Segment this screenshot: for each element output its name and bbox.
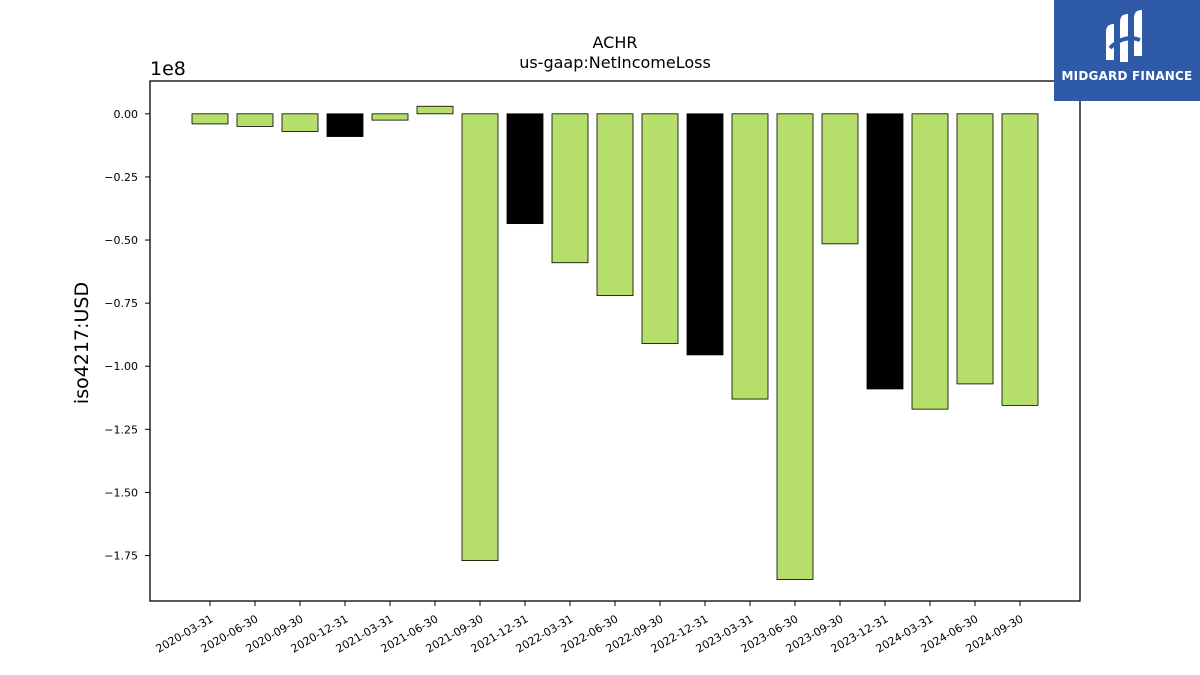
bar-2024-03-31 (911, 113, 949, 410)
bar-2020-03-31 (191, 113, 229, 125)
logo-mark-icon (1106, 10, 1142, 62)
y-axis-label: iso4217:USD (71, 282, 93, 404)
bar-2022-09-30 (641, 113, 679, 344)
x-axis-ticks: 2020-03-312020-06-302020-09-302020-12-31… (154, 601, 1026, 656)
y-tick-label: 0.00 (114, 108, 139, 121)
y-tick-label: −0.75 (104, 297, 138, 310)
bar-2023-09-30 (821, 113, 859, 245)
y-tick-label: −1.25 (104, 423, 138, 436)
plot-frame (149, 80, 1081, 602)
y-tick-label: −1.75 (104, 550, 138, 563)
chart-title: ACHR (593, 33, 638, 52)
bar-2021-09-30 (461, 113, 499, 562)
bar-2020-12-31 (326, 113, 364, 137)
midgard-finance-logo: MIDGARD FINANCE (1054, 0, 1200, 101)
y-tick-label: −0.50 (104, 234, 138, 247)
bars-group (191, 105, 1039, 580)
bar-2022-03-31 (551, 113, 589, 264)
logo-text: MIDGARD FINANCE (1061, 69, 1193, 83)
bar-2023-06-30 (776, 113, 814, 580)
bar-2021-12-31 (506, 113, 544, 225)
y-tick-label: −1.50 (104, 486, 138, 499)
bar-2021-06-30 (416, 105, 454, 115)
bar-2021-03-31 (371, 113, 409, 121)
chart-subtitle: us-gaap:NetIncomeLoss (519, 53, 711, 72)
bar-2023-03-31 (731, 113, 769, 400)
y-tick-label: −1.00 (104, 360, 138, 373)
bar-2023-12-31 (866, 113, 904, 390)
bar-2020-06-30 (236, 113, 274, 127)
bar-2024-06-30 (956, 113, 994, 385)
y-offset-label: 1e8 (150, 58, 186, 80)
y-tick-label: −0.25 (104, 171, 138, 184)
y-axis-ticks: 0.00 −0.25 −0.50 −0.75 −1.00 −1.25 −1.50 −1.75 (104, 108, 150, 563)
bar-2022-12-31 (686, 113, 724, 356)
bar-2024-09-30 (1001, 113, 1039, 406)
bar-2022-06-30 (596, 113, 634, 296)
bar-2020-09-30 (281, 113, 319, 132)
